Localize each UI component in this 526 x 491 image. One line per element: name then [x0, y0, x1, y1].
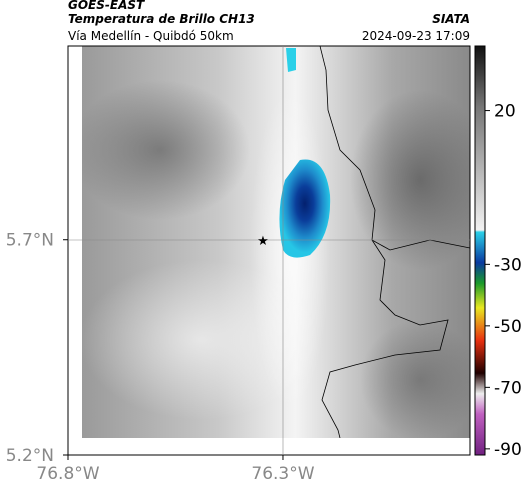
satellite-image — [82, 46, 470, 438]
satellite: GOES-EAST — [68, 0, 145, 12]
colorbar — [474, 45, 486, 456]
city-marker: ★ — [257, 234, 269, 249]
product: Temperatura de Brillo CH13 — [68, 12, 255, 26]
colorbar-tick-label: -90 — [494, 440, 522, 460]
x-tick-label: 76.8°W — [36, 464, 99, 484]
timestamp: 2024-09-23 17:09 — [362, 29, 470, 43]
y-tick-label: 5.7°N — [6, 231, 54, 251]
colorbar-tick-label: -30 — [494, 255, 522, 275]
colorbar-tick-label: -70 — [494, 378, 522, 398]
map-frame — [67, 45, 471, 456]
source: SIATA — [432, 12, 470, 26]
colorbar-tick-label: 20 — [494, 102, 516, 122]
colorbar-tick-label: -50 — [494, 317, 522, 337]
ticks: 76.8°W 76.3°W 5.2°N 5.7°N 20 -30 -50 -70 -90 — [6, 102, 522, 484]
region: Vía Medellín - Quibdó 50km — [68, 29, 234, 43]
y-tick-label: 5.2°N — [6, 446, 54, 466]
x-tick-label: 76.3°W — [251, 464, 314, 484]
